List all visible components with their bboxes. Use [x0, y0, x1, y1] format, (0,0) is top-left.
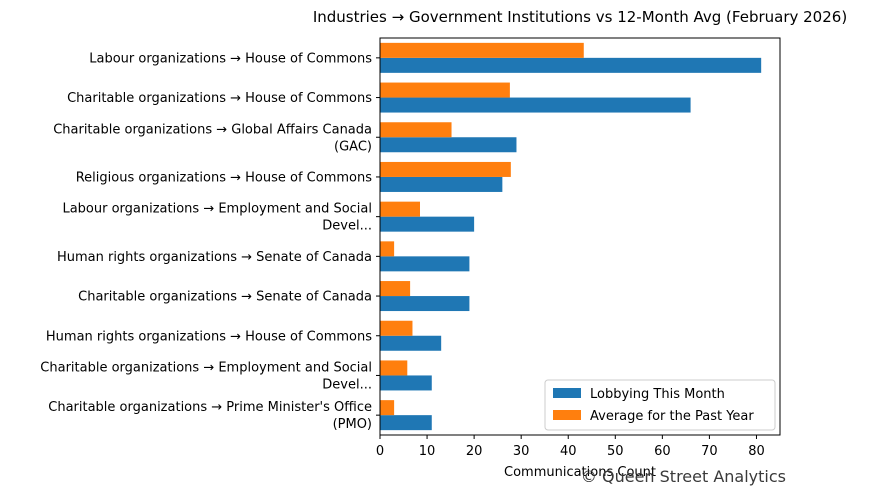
- y-tick-label-9-line-1: (PMO): [333, 417, 372, 432]
- bar-past-year-avg-8: [380, 360, 408, 376]
- y-tick-labels: Labour organizations → House of Commons C…: [40, 51, 380, 432]
- chart-title: Industries → Government Institutions vs …: [313, 8, 847, 26]
- x-axis: 0 10 20 30 40 50 60 70 80: [376, 435, 765, 459]
- bar-past-year-avg-4: [380, 201, 420, 217]
- legend: Lobbying This Month Average for the Past …: [544, 379, 776, 431]
- watermark-text: © Queen Street Analytics: [581, 467, 786, 486]
- y-tick-label-9-line-0: Charitable organizations → Prime Ministe…: [48, 400, 372, 415]
- bar-this-month-1: [380, 97, 691, 113]
- y-tick-label-5: Human rights organizations → Senate of C…: [57, 250, 372, 265]
- bar-this-month-8: [380, 375, 432, 391]
- bar-past-year-avg-1: [380, 82, 510, 98]
- bar-past-year-avg-0: [380, 42, 584, 58]
- x-tick-label-8: 80: [748, 444, 765, 459]
- x-tick-label-0: 0: [376, 444, 384, 459]
- bar-this-month-3: [380, 176, 503, 192]
- bar-this-month-7: [380, 335, 442, 351]
- bar-past-year-avg-6: [380, 281, 411, 297]
- bar-this-month-0: [380, 57, 762, 73]
- legend-swatch-1: [553, 410, 581, 420]
- bar-past-year-avg-7: [380, 320, 413, 336]
- y-tick-label-7: Human rights organizations → House of Co…: [46, 329, 372, 344]
- x-axis-label: Communications Count: [504, 465, 656, 480]
- y-tick-label-3: Religious organizations → House of Commo…: [76, 170, 372, 185]
- y-tick-label-1: Charitable organizations → House of Comm…: [67, 91, 372, 106]
- bar-this-month-4: [380, 216, 475, 232]
- bar-this-month-2: [380, 137, 517, 153]
- y-tick-label-6: Charitable organizations → Senate of Can…: [78, 290, 372, 305]
- y-tick-label-2-line-0: Charitable organizations → Global Affair…: [53, 122, 372, 137]
- bar-this-month-5: [380, 256, 470, 272]
- bar-past-year-avg-3: [380, 161, 511, 177]
- y-tick-label-8-line-0: Charitable organizations → Employment an…: [40, 360, 372, 375]
- x-tick-label-4: 40: [560, 444, 577, 459]
- legend-label-1: Average for the Past Year: [590, 409, 754, 424]
- y-tick-label-4-line-0: Labour organizations → Employment and So…: [62, 202, 372, 217]
- bar-past-year-avg-5: [380, 241, 395, 257]
- bar-this-month-9: [380, 415, 432, 431]
- x-tick-label-5: 50: [607, 444, 624, 459]
- y-tick-label-2-line-1: (GAC): [334, 139, 372, 154]
- x-tick-label-7: 70: [701, 444, 718, 459]
- x-tick-label-1: 10: [419, 444, 436, 459]
- bar-past-year-avg-2: [380, 122, 452, 138]
- y-tick-label-8-line-1: Devel...: [322, 377, 372, 392]
- y-tick-label-0: Labour organizations → House of Commons: [89, 51, 372, 66]
- x-tick-label-2: 20: [466, 444, 483, 459]
- legend-box: [544, 379, 776, 431]
- legend-label-0: Lobbying This Month: [590, 387, 725, 402]
- y-tick-label-4-line-1: Devel...: [322, 219, 372, 234]
- legend-swatch-0: [553, 388, 581, 398]
- plot-frame: [379, 37, 781, 436]
- x-tick-label-3: 30: [513, 444, 530, 459]
- bar-this-month-6: [380, 296, 470, 312]
- bars-group: [380, 42, 762, 431]
- bar-past-year-avg-9: [380, 400, 395, 416]
- x-tick-label-6: 60: [654, 444, 671, 459]
